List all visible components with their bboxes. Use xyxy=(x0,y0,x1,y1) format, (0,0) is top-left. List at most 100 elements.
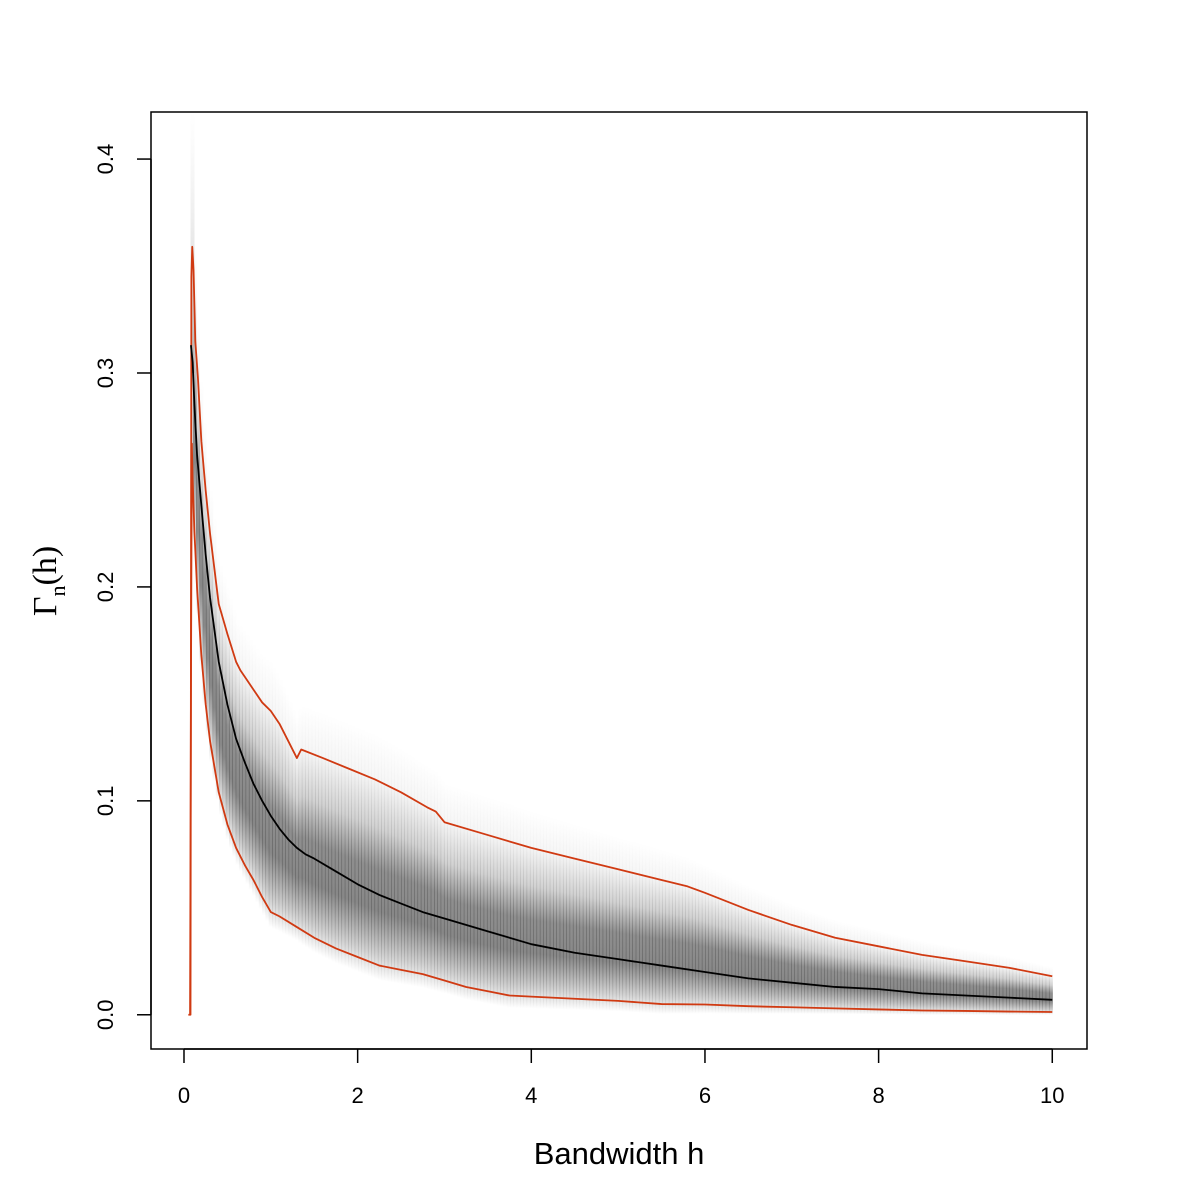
density-strip xyxy=(258,651,263,910)
density-band xyxy=(190,112,1053,1016)
density-strip xyxy=(966,949,971,1015)
density-strip xyxy=(741,883,746,1014)
density-strip xyxy=(599,831,604,1011)
density-strip xyxy=(483,795,488,1004)
density-strip xyxy=(361,728,366,974)
density-strip xyxy=(324,713,329,959)
density-strip xyxy=(272,665,276,930)
density-strip xyxy=(645,844,650,1014)
density-strip xyxy=(364,729,369,976)
density-strip xyxy=(252,642,257,896)
density-strip xyxy=(681,855,686,1014)
density-strip xyxy=(939,944,944,1015)
density-strip xyxy=(893,934,898,1015)
density-strip xyxy=(311,708,316,952)
density-strip xyxy=(972,950,977,1015)
density-strip xyxy=(1048,966,1053,1015)
density-strip xyxy=(447,783,452,995)
density-strip xyxy=(695,861,700,1014)
density-strip xyxy=(384,739,389,982)
density-strip xyxy=(652,846,657,1014)
density-strip xyxy=(843,922,848,1015)
density-strip xyxy=(381,737,386,981)
density-strip xyxy=(662,849,667,1014)
density-strip xyxy=(873,929,878,1015)
density-strip xyxy=(976,951,981,1015)
density-strip xyxy=(863,927,868,1015)
density-strip xyxy=(576,824,581,1011)
density-strip xyxy=(374,733,379,980)
x-tick-label: 6 xyxy=(699,1083,711,1108)
density-strip xyxy=(827,917,832,1014)
density-strip xyxy=(956,947,961,1015)
density-strip xyxy=(341,720,346,967)
density-strip xyxy=(1025,961,1030,1015)
density-strip xyxy=(387,741,392,983)
density-strip xyxy=(820,915,825,1014)
density-strip xyxy=(1019,959,1024,1016)
density-strip xyxy=(262,655,267,916)
density-strip xyxy=(202,420,207,706)
density-strip xyxy=(771,896,776,1014)
density-strip xyxy=(549,816,554,1010)
density-strip xyxy=(642,843,647,1013)
density-strip xyxy=(519,807,524,1009)
density-strip xyxy=(794,905,799,1014)
density-strip xyxy=(797,907,802,1014)
x-tick-label: 4 xyxy=(525,1083,537,1108)
y-tick-label: 0.4 xyxy=(93,144,118,175)
density-strip xyxy=(245,633,250,885)
density-strip xyxy=(400,748,405,985)
density-strip xyxy=(242,628,247,879)
density-strip xyxy=(791,904,795,1014)
density-strip xyxy=(903,936,908,1015)
density-strip xyxy=(867,928,872,1015)
density-strip xyxy=(767,894,772,1014)
density-strip xyxy=(943,945,948,1015)
density-strip xyxy=(238,624,243,872)
density-strip xyxy=(592,829,597,1011)
density-strip xyxy=(777,899,782,1014)
density-strip xyxy=(999,955,1004,1016)
density-strip xyxy=(1012,958,1017,1016)
density-strip xyxy=(655,847,660,1014)
density-strip xyxy=(804,909,809,1014)
density-strip xyxy=(1005,956,1010,1016)
density-strip xyxy=(209,488,214,763)
density-strip xyxy=(880,931,885,1015)
density-strip xyxy=(900,936,905,1015)
density-strip xyxy=(979,951,984,1015)
density-strip xyxy=(711,868,716,1014)
density-strip xyxy=(351,724,356,970)
x-tick-label: 2 xyxy=(352,1083,364,1108)
density-strip xyxy=(285,692,290,936)
density-strip xyxy=(949,946,954,1015)
density-strip xyxy=(734,880,739,1014)
x-axis-title: Bandwidth h xyxy=(534,1136,705,1171)
density-strip xyxy=(496,799,501,1006)
density-strip xyxy=(1039,964,1043,1015)
density-strip xyxy=(268,660,273,928)
median-line xyxy=(190,345,1053,1001)
density-strip xyxy=(625,839,630,1012)
density-strip xyxy=(248,637,253,891)
density-strip xyxy=(222,575,227,828)
density-strip xyxy=(685,856,690,1014)
density-strip xyxy=(675,853,680,1014)
density-strip xyxy=(850,924,855,1015)
density-strip xyxy=(920,940,924,1015)
density-strip xyxy=(477,793,481,1002)
y-tick-label: 0.2 xyxy=(93,572,118,603)
density-strip xyxy=(807,910,812,1014)
density-strip xyxy=(453,785,458,997)
density-strip xyxy=(665,850,670,1014)
density-strip xyxy=(467,789,471,1001)
density-strip xyxy=(559,819,564,1010)
density-strip xyxy=(321,712,326,957)
density-strip xyxy=(953,946,957,1015)
density-strip xyxy=(1009,957,1014,1016)
density-strip xyxy=(536,812,541,1009)
density-strip xyxy=(916,940,921,1015)
density-strip xyxy=(493,798,498,1006)
density-strip xyxy=(906,937,911,1015)
